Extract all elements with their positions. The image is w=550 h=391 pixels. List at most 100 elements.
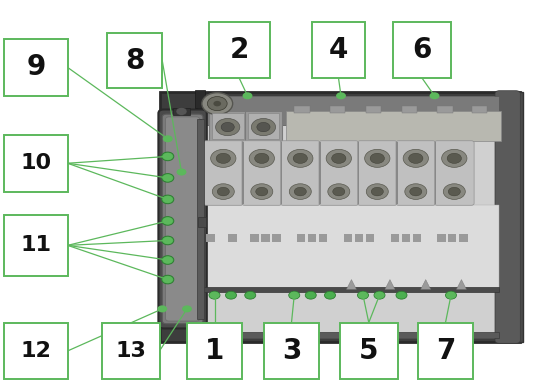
Bar <box>4 215 68 276</box>
Text: 12: 12 <box>20 341 52 361</box>
Circle shape <box>446 291 456 299</box>
Bar <box>437 106 453 113</box>
Circle shape <box>226 291 236 299</box>
Circle shape <box>163 217 173 224</box>
Circle shape <box>243 92 252 99</box>
Circle shape <box>409 153 423 163</box>
Polygon shape <box>456 280 466 289</box>
Bar <box>366 234 374 242</box>
Circle shape <box>370 153 384 163</box>
Circle shape <box>366 184 388 199</box>
Circle shape <box>162 174 174 182</box>
Circle shape <box>365 149 390 167</box>
Circle shape <box>163 237 173 244</box>
Bar <box>245 111 282 141</box>
Circle shape <box>293 153 307 163</box>
Circle shape <box>396 291 407 299</box>
Circle shape <box>446 292 456 299</box>
FancyBboxPatch shape <box>319 141 359 205</box>
Circle shape <box>289 291 300 299</box>
Polygon shape <box>385 280 395 289</box>
Circle shape <box>162 275 174 284</box>
Bar <box>212 113 244 139</box>
Text: 3: 3 <box>282 337 301 365</box>
Bar <box>248 113 279 139</box>
Circle shape <box>442 149 467 167</box>
Bar <box>358 142 359 204</box>
Circle shape <box>289 184 311 199</box>
Text: 7: 7 <box>436 337 455 365</box>
Circle shape <box>358 291 368 299</box>
Circle shape <box>255 153 269 163</box>
Bar <box>472 106 487 113</box>
Circle shape <box>162 195 174 204</box>
Bar <box>173 108 190 115</box>
Bar <box>402 106 417 113</box>
Circle shape <box>163 135 173 142</box>
Bar <box>209 111 246 141</box>
Bar <box>198 119 201 180</box>
Circle shape <box>333 187 345 196</box>
Bar <box>308 234 316 242</box>
Circle shape <box>251 118 276 136</box>
Circle shape <box>249 149 274 167</box>
Circle shape <box>447 153 461 163</box>
Circle shape <box>324 291 336 299</box>
Bar <box>198 287 499 292</box>
FancyBboxPatch shape <box>396 141 436 205</box>
Circle shape <box>216 153 230 163</box>
Circle shape <box>162 152 174 161</box>
Bar <box>498 92 522 342</box>
Bar <box>198 217 206 227</box>
Circle shape <box>163 256 173 264</box>
Text: 1: 1 <box>205 337 224 365</box>
Circle shape <box>448 187 460 196</box>
Circle shape <box>305 291 316 299</box>
Circle shape <box>245 291 256 299</box>
Circle shape <box>157 305 167 312</box>
Text: 8: 8 <box>125 47 145 75</box>
Circle shape <box>211 149 236 167</box>
FancyBboxPatch shape <box>242 141 282 205</box>
Bar <box>312 22 365 78</box>
Text: 10: 10 <box>20 153 52 173</box>
Circle shape <box>162 217 174 225</box>
Circle shape <box>332 153 346 163</box>
Bar <box>280 142 282 204</box>
Bar <box>448 234 456 242</box>
Bar <box>250 234 258 242</box>
Bar <box>195 90 205 108</box>
Bar <box>390 234 399 242</box>
Bar <box>198 96 499 338</box>
Circle shape <box>177 169 186 176</box>
Bar <box>297 234 305 242</box>
Circle shape <box>202 93 233 115</box>
Bar <box>187 323 242 379</box>
Bar <box>402 234 410 242</box>
Bar <box>198 332 499 338</box>
Bar <box>264 323 319 379</box>
Bar <box>198 205 499 289</box>
Circle shape <box>294 187 306 196</box>
Circle shape <box>163 196 173 203</box>
Circle shape <box>182 305 192 312</box>
Circle shape <box>207 97 227 111</box>
Bar <box>418 323 473 379</box>
Bar <box>294 106 310 113</box>
Circle shape <box>163 174 173 181</box>
Circle shape <box>443 184 465 199</box>
Circle shape <box>209 291 220 299</box>
Text: 2: 2 <box>229 36 249 64</box>
Circle shape <box>328 184 350 199</box>
Bar <box>242 142 244 204</box>
Circle shape <box>176 108 187 115</box>
Text: 11: 11 <box>20 235 52 255</box>
Polygon shape <box>346 280 356 289</box>
Bar <box>319 234 327 242</box>
Bar <box>209 22 270 78</box>
Circle shape <box>289 292 299 299</box>
Bar <box>4 323 68 379</box>
FancyBboxPatch shape <box>162 114 203 324</box>
Bar <box>412 234 421 242</box>
Bar <box>434 142 436 204</box>
